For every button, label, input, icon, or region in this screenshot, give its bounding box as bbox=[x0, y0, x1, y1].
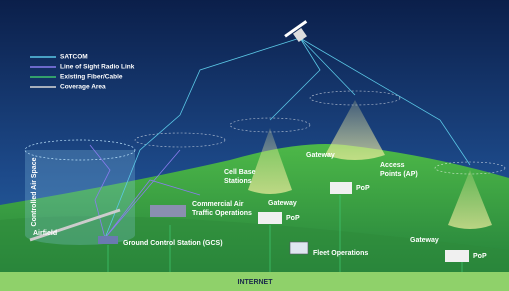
pop-building bbox=[330, 182, 352, 194]
legend-label: Coverage Area bbox=[60, 84, 106, 91]
airfield-label: Airfield bbox=[33, 230, 57, 237]
gcs-label: Ground Control Station (GCS) bbox=[123, 240, 223, 247]
access-points-label: Access bbox=[380, 162, 405, 169]
commercial-label: Traffic Operations bbox=[192, 210, 252, 217]
legend-label: Line of Sight Radio Link bbox=[60, 64, 135, 71]
pop-building bbox=[258, 212, 282, 224]
monitor bbox=[290, 242, 308, 254]
cell-base-label: Stations bbox=[224, 178, 252, 185]
gateway-label: Gateway bbox=[410, 237, 439, 244]
legend-label: Existing Fiber/Cable bbox=[60, 74, 123, 81]
building bbox=[150, 205, 186, 217]
pop-label: PoP bbox=[473, 253, 487, 260]
gcs-building bbox=[98, 236, 118, 244]
pop-building bbox=[445, 250, 469, 262]
air-space-label: Controlled Air Space bbox=[31, 157, 38, 226]
diagram: SATCOM Line of Sight Radio Link Existing F… bbox=[0, 0, 509, 291]
internet-label: INTERNET bbox=[238, 279, 274, 286]
cell-base-label: Cell Base bbox=[224, 169, 256, 176]
access-points-label: Points (AP) bbox=[380, 171, 418, 178]
fleet-label: Fleet Operations bbox=[313, 250, 368, 257]
commercial-label: Commercial Air bbox=[192, 201, 244, 208]
pop-label: PoP bbox=[286, 215, 300, 222]
gateway-label: Gateway bbox=[268, 200, 297, 207]
pop-label: PoP bbox=[356, 185, 370, 192]
gateway-label: Gateway bbox=[306, 152, 335, 159]
legend-label: SATCOM bbox=[60, 54, 88, 61]
